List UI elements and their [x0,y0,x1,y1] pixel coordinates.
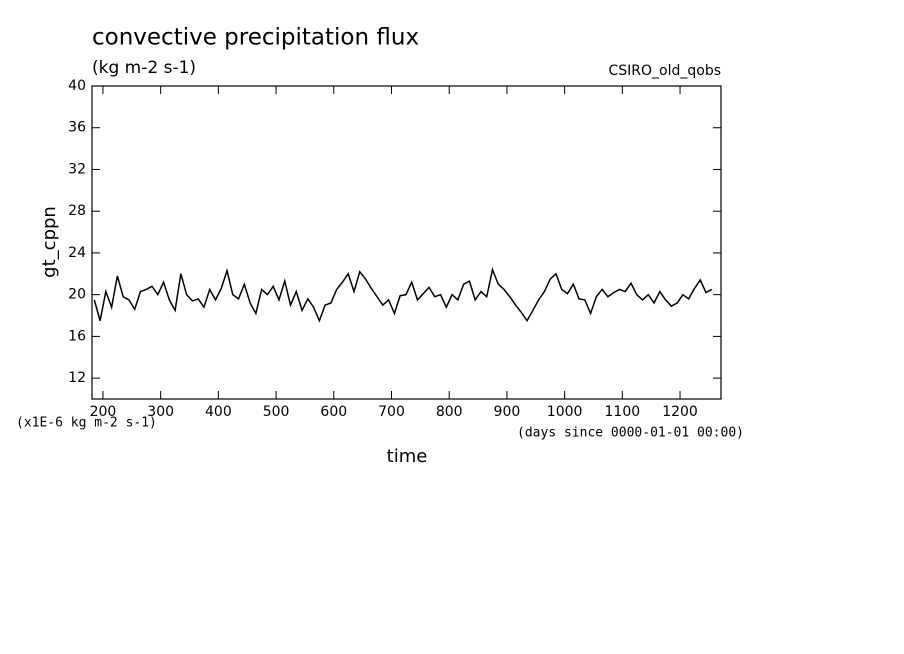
x-units: (days since 0000-01-01 00:00) [517,426,744,441]
chart-subtitle: (kg m-2 s-1) [92,58,196,78]
chart-title: convective precipitation flux [92,25,419,51]
y-units: (x1E-6 kg m-2 s-1) [16,416,157,431]
y-tick-label: 20 [68,287,86,303]
y-tick-label: 36 [68,120,86,136]
y-tick-label: 28 [68,203,86,219]
data-line [93,267,713,323]
x-tick-label: 1200 [662,404,698,420]
y-axis-label: gt_cppn [39,206,60,278]
y-tick-label: 24 [68,245,86,261]
plot-frame [91,85,722,400]
y-tick-label: 12 [68,370,86,386]
x-tick-label: 1000 [547,404,583,420]
y-tick-label: 32 [68,161,86,177]
x-tick-label: 900 [494,404,521,420]
x-tick-label: 500 [263,404,290,420]
x-tick-label: 600 [320,404,347,420]
x-tick-label: 1100 [605,404,641,420]
y-tick-label: 40 [68,78,86,94]
x-tick-label: 800 [436,404,463,420]
x-tick-label: 700 [378,404,405,420]
annotation: CSIRO_old_qobs [608,63,721,79]
x-axis-label: time [387,446,428,467]
x-tick-label: 400 [205,404,232,420]
x-tick-label: 300 [147,404,174,420]
y-tick-label: 16 [68,328,86,344]
x-tick-label: 200 [90,404,117,420]
